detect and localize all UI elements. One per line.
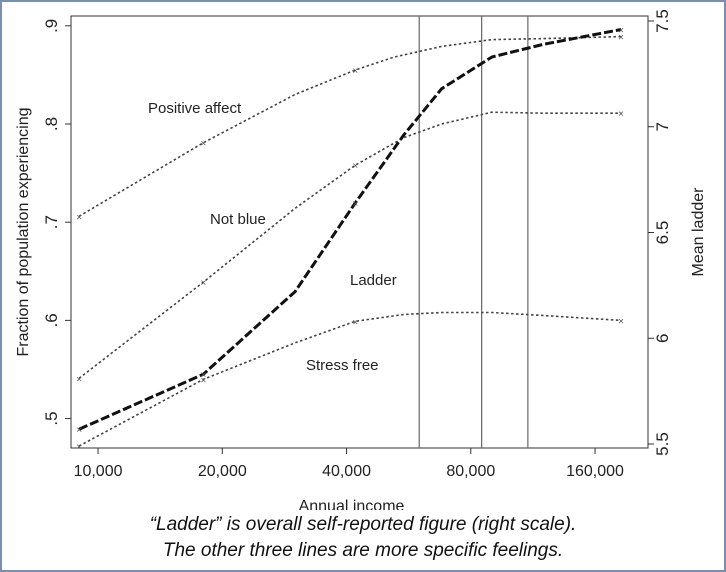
point-stress-free-1: × bbox=[76, 442, 82, 453]
right-tick-label-4: 7 bbox=[653, 122, 672, 131]
point-not-blue-9: × bbox=[618, 109, 624, 120]
point-not-blue-4: × bbox=[352, 161, 358, 172]
series-label-positive-affect: Positive affect bbox=[148, 100, 242, 117]
right-tick-label-1: 5.5 bbox=[653, 432, 672, 456]
series-line-ladder bbox=[78, 28, 622, 431]
plot-area bbox=[70, 15, 649, 449]
point-ladder-2: × bbox=[200, 370, 206, 381]
series-line-not-blue bbox=[78, 111, 622, 379]
left-tick-label-4: .8 bbox=[42, 117, 61, 131]
line-chart: .5 .6 .7 .8 .9 5.5 6 6.5 7 7.5 10,000 20,000 40,000 8… bbox=[15, 9, 707, 510]
point-positive-affect-1: × bbox=[76, 212, 82, 223]
right-tick-label-2: 6 bbox=[653, 334, 672, 343]
right-tick-label-3: 6.5 bbox=[653, 221, 672, 245]
x-tick-label-5: 160,000 bbox=[566, 463, 624, 480]
series-label-not-blue: Not blue bbox=[210, 211, 266, 228]
x-tick-label-1: 10,000 bbox=[74, 463, 123, 480]
left-tick-label-5: .9 bbox=[42, 19, 61, 33]
x-tick-label-4: 80,000 bbox=[446, 463, 495, 480]
series-label-stress-free: Stress free bbox=[306, 357, 379, 374]
series-line-stress-free bbox=[78, 311, 622, 447]
chart-panel: .5 .6 .7 .8 .9 5.5 6 6.5 7 7.5 10,000 20,000 40,000 8… bbox=[8, 8, 716, 510]
caption-line-1: “Ladder” is overall self-reported figure… bbox=[149, 514, 577, 535]
x-tick-label-3: 40,000 bbox=[322, 463, 371, 480]
point-stress-free-4: × bbox=[352, 317, 358, 328]
left-axis-title: Fraction of population experiencing bbox=[15, 107, 32, 356]
point-ladder-9: × bbox=[618, 25, 624, 36]
left-tick-label-2: .6 bbox=[42, 313, 61, 327]
series-label-ladder: Ladder bbox=[350, 272, 397, 289]
point-not-blue-1: × bbox=[76, 374, 82, 385]
point-ladder-1: × bbox=[76, 425, 82, 436]
left-tick-label-1: .5 bbox=[42, 411, 61, 425]
point-not-blue-2: × bbox=[200, 278, 206, 289]
left-tick-label-3: .7 bbox=[42, 215, 61, 229]
point-ladder-4: × bbox=[352, 199, 358, 210]
x-tick-label-2: 20,000 bbox=[198, 463, 247, 480]
caption-line-2: The other three lines are more specific … bbox=[162, 540, 564, 561]
x-axis-title: Annual income bbox=[299, 498, 405, 510]
point-positive-affect-2: × bbox=[200, 139, 206, 150]
point-stress-free-2: × bbox=[200, 375, 206, 386]
point-positive-affect-4: × bbox=[352, 66, 358, 77]
point-positive-affect-9: × bbox=[618, 33, 624, 44]
right-axis-title: Mean ladder bbox=[690, 187, 707, 277]
right-tick-label-5: 7.5 bbox=[653, 9, 672, 33]
point-stress-free-9: × bbox=[618, 316, 624, 327]
